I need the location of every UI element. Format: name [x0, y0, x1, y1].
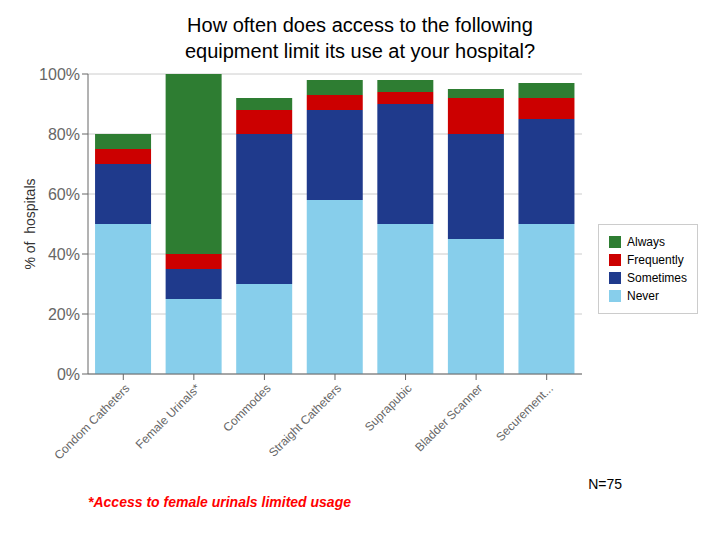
- html-text:Never: Never: [627, 289, 659, 303]
- svg-text:100%: 100%: [39, 66, 80, 83]
- svg-text:Bladder Scanner: Bladder Scanner: [412, 381, 485, 454]
- svg-text:Securement...: Securement...: [493, 381, 556, 444]
- html-text:*Access to female urinals limi: *Access to female urinals limited usage: [88, 494, 351, 510]
- svg-text:% of hospitals: % of hospitals: [22, 178, 38, 269]
- html-text:Always: Always: [627, 235, 665, 249]
- svg-text:40%: 40%: [48, 246, 80, 263]
- svg-text:Condom Catheters: Condom Catheters: [51, 381, 132, 462]
- svg-text:Suprapubic: Suprapubic: [362, 381, 415, 434]
- svg-text:Straight Catheters: Straight Catheters: [266, 381, 344, 459]
- svg-text:Commodes: Commodes: [220, 381, 273, 434]
- html-text:equipment limit its use at you: equipment limit its use at your hospital…: [184, 40, 536, 62]
- svg-text:80%: 80%: [48, 126, 80, 143]
- html-text:Sometimes: Sometimes: [627, 271, 687, 285]
- svg-text:60%: 60%: [48, 186, 80, 203]
- html-text:N=75: N=75: [588, 476, 622, 492]
- svg-text:20%: 20%: [48, 306, 80, 323]
- svg-text:Female Urinals*: Female Urinals*: [133, 381, 203, 451]
- svg-text:0%: 0%: [57, 366, 80, 383]
- html-text:Frequently: Frequently: [627, 253, 684, 267]
- html-text:How often does access to the f: How often does access to the following: [187, 14, 533, 36]
